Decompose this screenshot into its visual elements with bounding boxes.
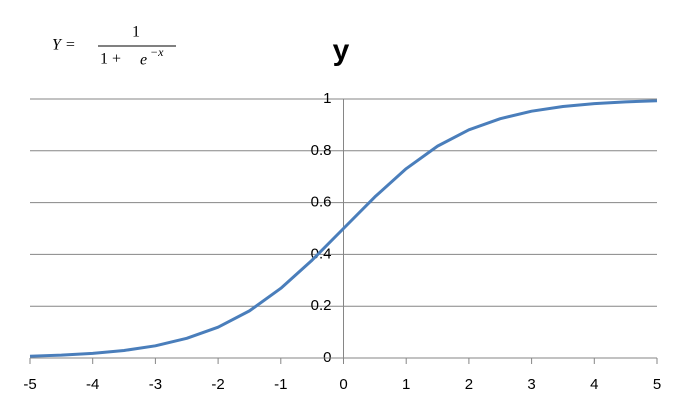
chart-title: y <box>333 34 350 67</box>
line <box>29 99 658 358</box>
x-tick-label: -3 <box>149 376 162 393</box>
formula-numerator: 1 <box>132 24 140 41</box>
y-tick-label: 0.2 <box>311 297 332 314</box>
y-tick-label: 0 <box>323 349 331 366</box>
x-tick-label: 1 <box>402 376 410 393</box>
formula-lhs: Y = <box>52 37 76 54</box>
x-tick-label: 4 <box>590 376 598 393</box>
y-tick-label: 0.6 <box>311 194 332 211</box>
formula-denominator: 1 + <box>100 51 121 68</box>
x-tick-label: -1 <box>274 376 287 393</box>
x-tick-label: -2 <box>211 376 224 393</box>
x-tick-label: 5 <box>653 376 661 393</box>
x-tick-label: 2 <box>465 376 473 393</box>
formula-exponent: −x <box>150 45 164 59</box>
x-tick-label: -4 <box>86 376 99 393</box>
formula-base: e <box>140 52 147 69</box>
x-tick-label: 0 <box>339 376 347 393</box>
x-tick-label: 3 <box>527 376 535 393</box>
y-tick-label: 0.8 <box>311 142 332 159</box>
x-tick-label: -5 <box>23 376 36 393</box>
y-tick-label: 1 <box>323 90 331 107</box>
